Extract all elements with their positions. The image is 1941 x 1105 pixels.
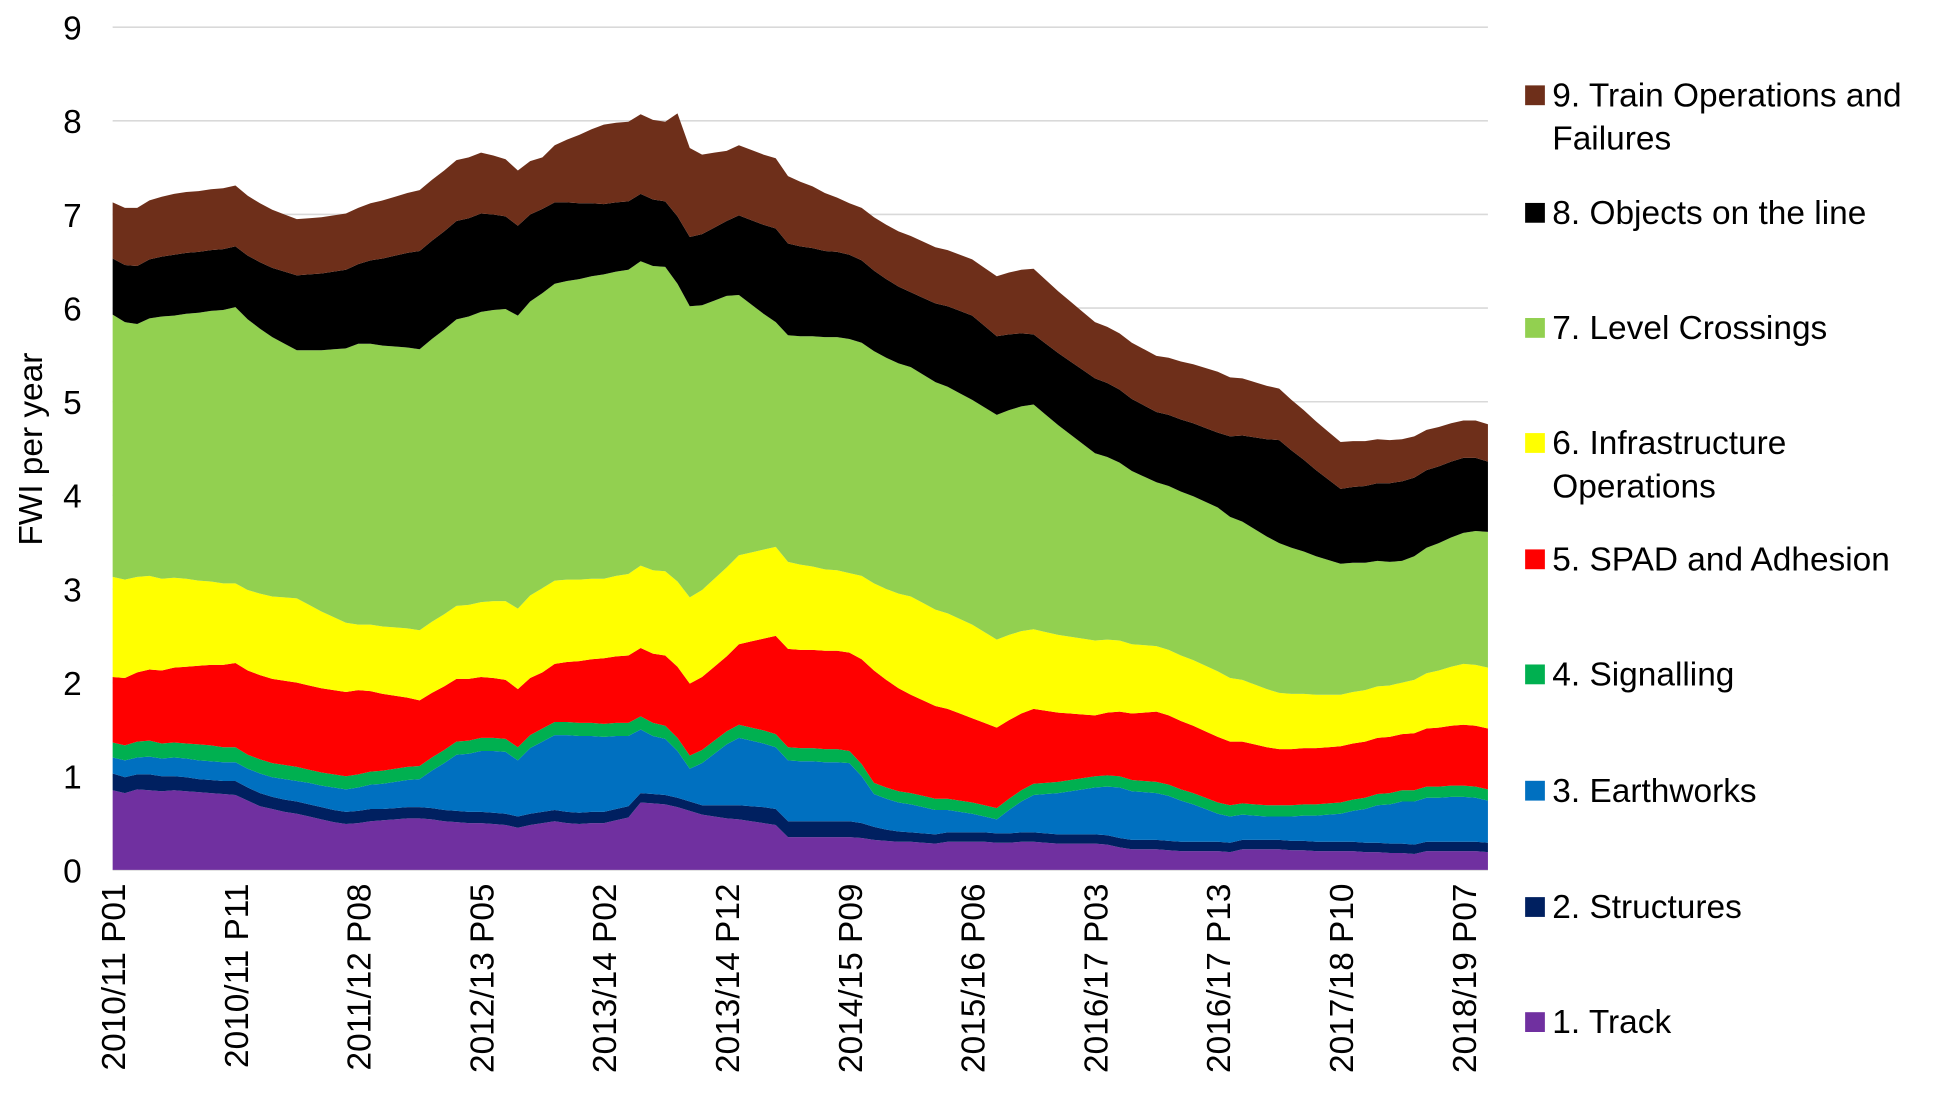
- area: [112, 193, 1488, 564]
- x-tick-label: 2014/15 P09: [833, 884, 870, 1073]
- y-tick-label: 7: [63, 198, 82, 235]
- y-tick-label: 6: [63, 291, 82, 328]
- axes: 0 1 2 3 4 5 6 7 8 9 2010/11 P01 2010/11 P11 2011/12 …: [63, 11, 1484, 1073]
- legend-item: 8. Objects on the line: [1525, 192, 1936, 235]
- y-tick-label: 9: [63, 11, 82, 48]
- legend-item: 3. Earthworks: [1525, 770, 1936, 813]
- x-tick-label: 2017/18 P10: [1324, 884, 1361, 1073]
- area: [112, 729, 1488, 845]
- legend-swatch: [1525, 897, 1545, 917]
- y-tick-label: 3: [63, 572, 82, 609]
- area: [112, 716, 1488, 820]
- legend-swatch: [1525, 780, 1545, 801]
- y-tick-label: 4: [63, 479, 82, 516]
- legend-item: 2. Structures: [1525, 886, 1936, 929]
- y-tick-label: 8: [63, 104, 82, 141]
- y-axis-label: FWI per year: [13, 353, 50, 546]
- y-tick-label: 5: [63, 385, 82, 422]
- legend-item: 9. Train Operations and Failures: [1525, 74, 1936, 161]
- legend-swatch: [1525, 664, 1545, 685]
- legend-label: 7. Level Crossings: [1552, 309, 1828, 347]
- legend-box: 9. Train Operations and Failures 8. Objec…: [1525, 49, 1941, 1076]
- area: [112, 546, 1488, 750]
- y-tick-label: 1: [63, 760, 82, 797]
- area: [112, 773, 1488, 854]
- legend-swatch: [1525, 549, 1545, 570]
- legend-swatch: [1525, 318, 1545, 338]
- legend-item: 6. Infrastructure Operations: [1525, 422, 1936, 509]
- x-tick-label: 2018/19 P07: [1447, 884, 1484, 1073]
- legend-item: 7. Level Crossings: [1525, 307, 1936, 350]
- legend: 9. Train Operations and Failures 8. Objec…: [1525, 49, 1941, 1076]
- legend-swatch: [1525, 433, 1545, 453]
- area: [112, 261, 1488, 695]
- x-tick-label: 2016/17 P13: [1201, 884, 1238, 1073]
- legend-label: 6. Infrastructure Operations: [1552, 424, 1787, 505]
- legend-item: 5. SPAD and Adhesion: [1525, 538, 1936, 581]
- legend-label: 2. Structures: [1552, 888, 1742, 926]
- area: [112, 789, 1488, 870]
- x-tick-label: 2013/14 P02: [587, 884, 624, 1073]
- area: [112, 635, 1488, 809]
- x-tick-label: 2012/13 P05: [464, 884, 501, 1073]
- areas: [112, 113, 1488, 870]
- legend-label: 9. Train Operations and Failures: [1552, 76, 1902, 158]
- legend-label: 4. Signalling: [1552, 655, 1735, 693]
- x-tick-label: 2011/12 P08: [342, 884, 379, 1071]
- y-tick-label: 0: [63, 853, 82, 890]
- legend-item: 4. Signalling: [1525, 653, 1936, 696]
- y-tick-label: 2: [63, 666, 82, 703]
- x-tick-label: 2013/14 P12: [710, 884, 747, 1073]
- legend-swatch: [1525, 202, 1545, 223]
- legend-label: 8. Objects on the line: [1552, 194, 1867, 232]
- legend-swatch: [1525, 1012, 1545, 1032]
- legend-label: 3. Earthworks: [1552, 772, 1757, 810]
- x-tick-label: 2016/17 P03: [1078, 884, 1115, 1073]
- legend-item: 1. Track: [1525, 1001, 1936, 1044]
- x-tick-label: 2010/11 P01: [96, 884, 133, 1071]
- x-tick-label: 2010/11 P11: [219, 884, 256, 1068]
- legend-swatch: [1525, 85, 1545, 106]
- x-tick-label: 2015/16 P06: [956, 884, 993, 1073]
- legend-label: 5. SPAD and Adhesion: [1552, 540, 1890, 578]
- area: [112, 113, 1488, 489]
- legend-label: 1. Track: [1552, 1003, 1672, 1041]
